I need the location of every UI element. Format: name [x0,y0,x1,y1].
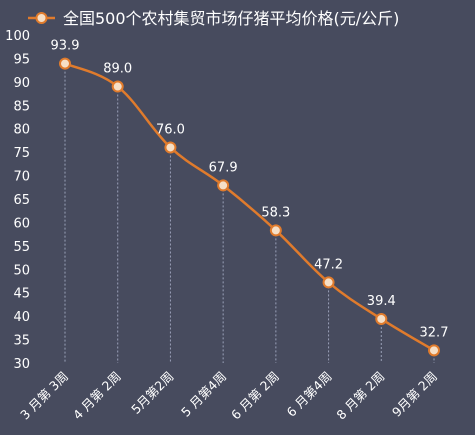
y-tick-label: 55 [13,240,30,255]
y-tick-label: 80 [13,123,30,138]
y-axis: 30 35 40 45 50 55 60 65 70 75 80 85 90 95 100 [5,29,30,372]
y-tick-label: 100 [5,29,30,44]
data-point-marker [269,224,282,237]
data-label: 67.9 [209,160,238,175]
x-category-label: 6 月第4周 [284,369,335,420]
y-tick-label: 45 [13,287,30,302]
y-tick-label: 90 [13,76,30,91]
y-tick-label: 85 [13,99,30,114]
x-category-label: 4 月第 2周 [70,369,124,423]
data-label: 58.3 [261,205,290,220]
data-point-marker [111,80,124,93]
y-tick-label: 70 [13,170,30,185]
data-label: 47.2 [314,257,343,272]
y-tick-label: 60 [13,216,30,231]
data-labels-group: 93.9 89.0 76.0 67.9 58.3 47.2 39.4 32.7 [51,39,449,341]
drop-lines [64,63,435,363]
x-category-label: 5月第2周 [128,369,176,417]
data-point-marker [375,312,388,325]
markers-group [59,57,440,357]
data-label: 89.0 [103,62,132,77]
data-point-marker [322,276,335,289]
x-category-label: 9月第 2周 [389,369,440,420]
series-line [64,62,435,352]
data-label: 32.7 [420,325,449,340]
y-tick-label: 40 [13,310,30,325]
data-label: 39.4 [367,294,396,309]
legend-label: 全国500个农村集贸市场仔猪平均价格(元/公斤) [63,9,399,28]
legend-marker-swatch [35,12,48,24]
y-tick-label: 65 [13,193,30,208]
x-category-label: 3 月第 3周 [17,369,71,423]
x-category-label: 8 月第 2周 [333,369,387,423]
y-tick-label: 95 [13,52,30,67]
series-line-group [64,62,435,352]
y-tick-label: 30 [13,357,30,372]
data-point-marker [428,344,440,357]
y-tick-label: 35 [13,334,30,349]
y-tick-label: 75 [13,146,30,161]
x-category-label: 5 月第4周 [178,369,229,420]
data-label: 93.9 [51,39,80,54]
legend: 全国500个农村集贸市场仔猪平均价格(元/公斤) [28,9,399,28]
x-category-label: 6 月第 2周 [228,369,282,423]
data-point-marker [217,179,230,192]
data-point-marker [59,57,71,70]
data-label: 76.0 [156,122,185,137]
y-tick-label: 50 [13,263,30,278]
data-point-marker [164,141,177,154]
